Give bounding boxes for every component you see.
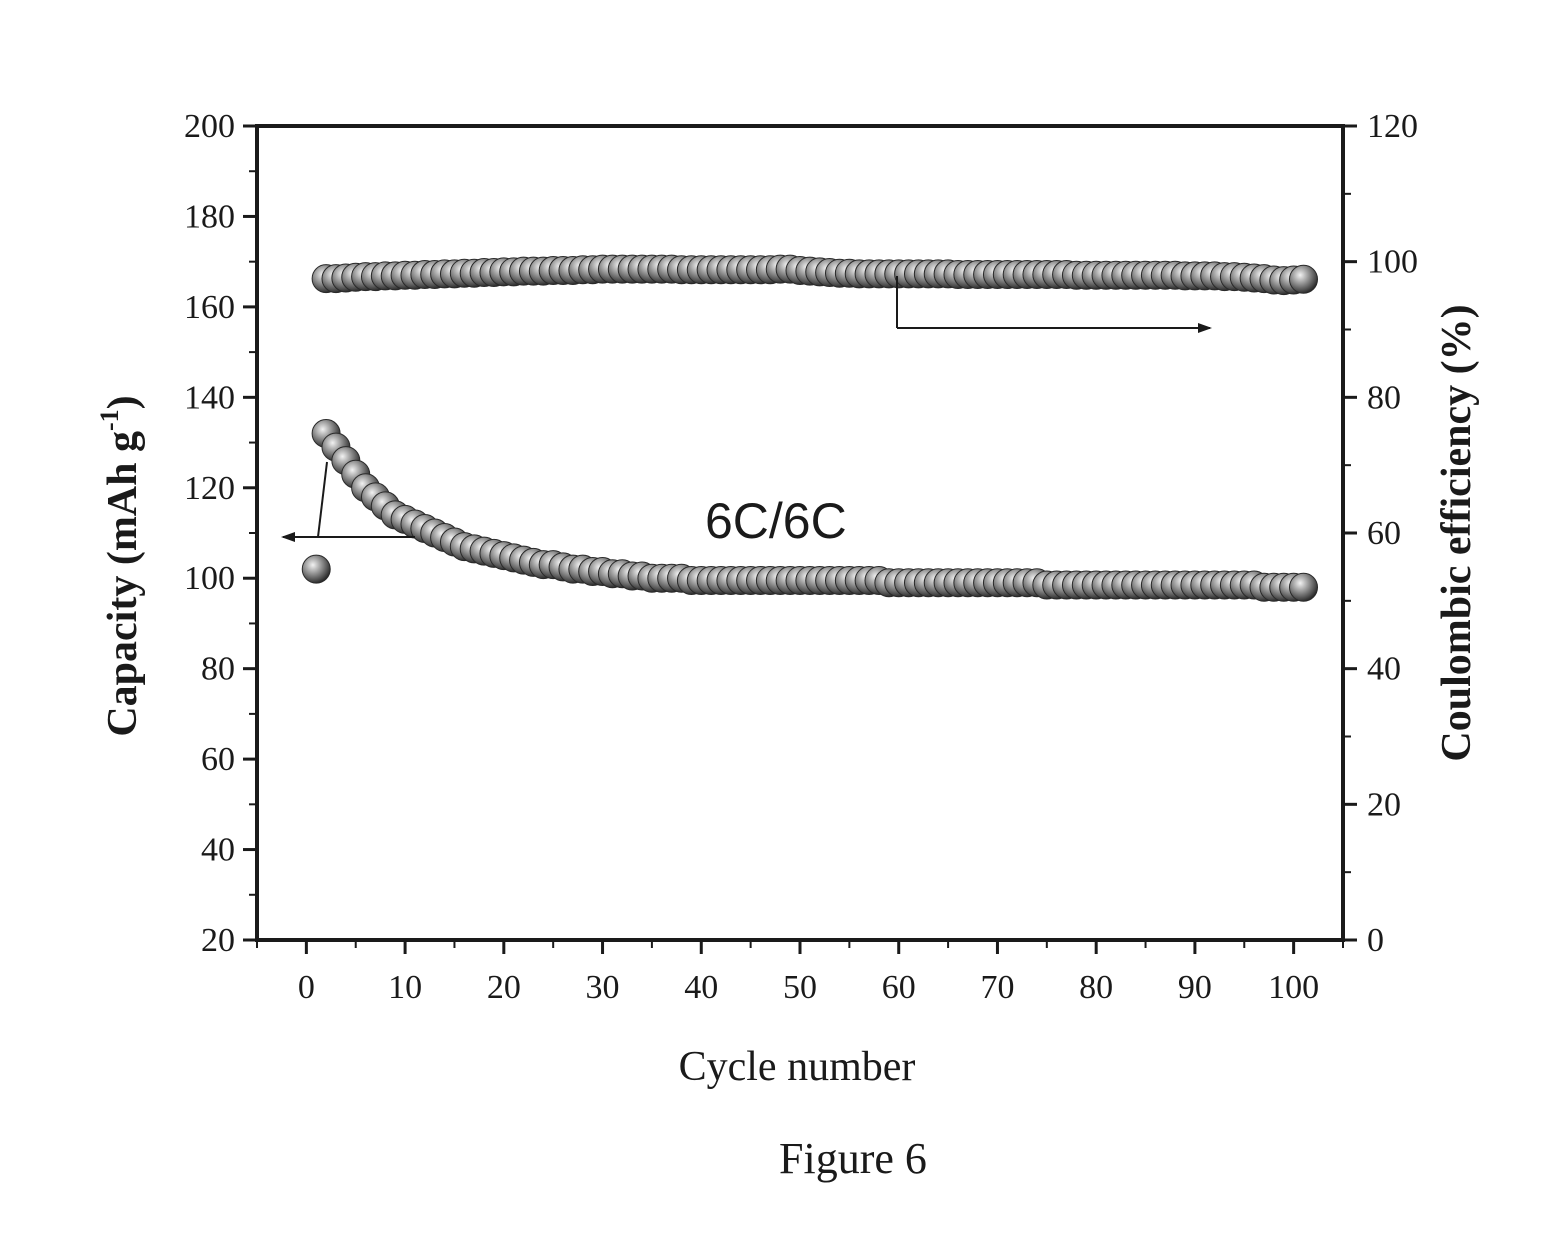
rate-annotation: 6C/6C	[705, 493, 847, 549]
right-y-tick-label: 60	[1367, 515, 1401, 552]
left-y-tick-label: 100	[184, 560, 235, 597]
right-y-tick-label: 80	[1367, 379, 1401, 416]
x-tick-label: 40	[684, 969, 718, 1006]
left-y-axis-title: Capacity (mAh g-1)	[95, 395, 146, 736]
left-y-tick-label: 120	[184, 470, 235, 507]
x-tick-label: 20	[487, 969, 521, 1006]
left-y-axis-title-sup: -1	[95, 409, 124, 431]
x-tick-label: 10	[388, 969, 422, 1006]
right-y-tick-label: 0	[1367, 922, 1384, 959]
left-y-axis-ticks: 20 40 60 80 100 120 140 160 180 200	[184, 108, 257, 959]
efficiency-point	[1290, 265, 1318, 293]
x-tick-label: 90	[1178, 969, 1212, 1006]
capacity-point	[302, 555, 330, 583]
right-y-tick-label: 40	[1367, 651, 1401, 688]
x-tick-label: 30	[586, 969, 620, 1006]
right-y-tick-label: 100	[1367, 244, 1418, 281]
chart: 0 10 20 30 40 50 60 70 80 90 100 20 40 60 80 100 120 140…	[0, 0, 1556, 1259]
left-y-tick-label: 40	[201, 832, 235, 869]
left-y-tick-label: 180	[184, 198, 235, 235]
left-y-tick-label: 20	[201, 922, 235, 959]
data-markers	[302, 255, 1317, 601]
capacity-point	[1290, 573, 1318, 601]
x-tick-label: 100	[1268, 969, 1319, 1006]
left-y-tick-label: 160	[184, 289, 235, 326]
x-axis-title: Cycle number	[679, 1044, 916, 1090]
left-y-tick-label: 80	[201, 651, 235, 688]
right-y-axis-ticks: 0 20 40 60 80 100 120	[1343, 108, 1418, 959]
left-y-tick-label: 200	[184, 108, 235, 145]
x-tick-label: 50	[783, 969, 817, 1006]
x-tick-label: 70	[980, 969, 1014, 1006]
right-y-axis-title: Coulombic efficiency (%)	[1434, 304, 1480, 761]
right-y-tick-label: 120	[1367, 108, 1418, 145]
x-axis-ticks: 0 10 20 30 40 50 60 70 80 90 100	[257, 940, 1343, 1006]
x-tick-label: 0	[298, 969, 315, 1006]
left-y-axis-title-close: )	[100, 395, 146, 409]
right-y-tick-label: 20	[1367, 786, 1401, 823]
left-y-tick-label: 60	[201, 741, 235, 778]
figure-caption: Figure 6	[779, 1134, 927, 1183]
x-tick-label: 60	[882, 969, 916, 1006]
x-tick-label: 80	[1079, 969, 1113, 1006]
left-y-axis-title-main: Capacity (mAh g	[100, 431, 146, 737]
left-y-tick-label: 140	[184, 379, 235, 416]
